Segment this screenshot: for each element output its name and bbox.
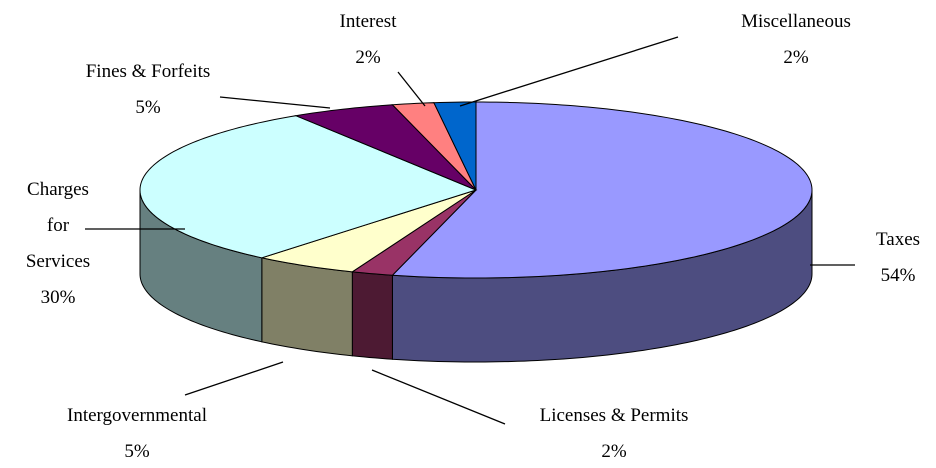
slice-label: Charges for Services 30%	[18, 172, 98, 316]
category-label: Interest	[339, 11, 397, 32]
slice-label: Fines & Forfeits 5%	[86, 54, 211, 126]
slice-label: Taxes 54%	[876, 222, 920, 294]
value-label: 54%	[880, 265, 916, 286]
category-label: Charges for Services	[25, 179, 91, 272]
leader-line	[219, 96, 331, 109]
slice	[139, 115, 478, 259]
category-label: Fines & Forfeits	[85, 61, 211, 82]
value-label: 5%	[135, 97, 161, 118]
slice-side	[351, 271, 393, 360]
slice	[294, 104, 477, 191]
slice-label: Licenses & Permits 2%	[540, 398, 689, 468]
category-label: Miscellaneous	[741, 11, 851, 32]
value-label: 30%	[40, 287, 76, 308]
leader-line	[459, 36, 679, 107]
category-label: Licenses & Permits	[539, 405, 689, 426]
value-label: 2%	[355, 47, 381, 68]
slice	[391, 101, 813, 279]
slice	[391, 102, 477, 191]
slice	[259, 189, 477, 273]
slice-label: Interest 2%	[340, 4, 397, 76]
slice	[350, 189, 477, 276]
leader-line	[397, 71, 426, 107]
value-label: 2%	[783, 47, 809, 68]
leader-line	[184, 361, 284, 396]
category-label: Intergovernmental	[67, 405, 207, 426]
slice-side	[261, 257, 353, 357]
value-label: 5%	[124, 441, 150, 462]
leader-line	[371, 369, 506, 425]
slice-label: Intergovernmental 5%	[67, 398, 207, 468]
value-label: 2%	[601, 441, 627, 462]
category-label: Taxes	[875, 229, 921, 250]
slice-label: Miscellaneous 2%	[741, 4, 851, 76]
